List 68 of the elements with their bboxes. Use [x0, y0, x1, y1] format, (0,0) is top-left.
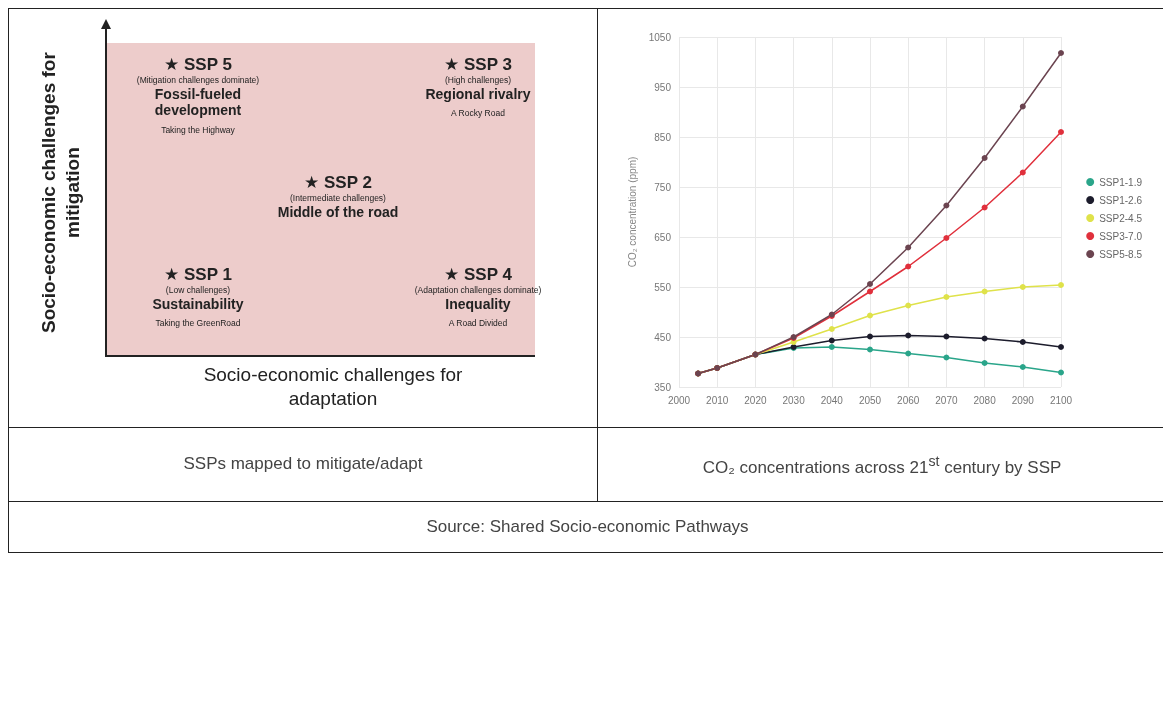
x-tick-label: 2040 — [820, 394, 844, 406]
point — [1019, 103, 1026, 110]
y-tick-label: 850 — [654, 131, 672, 143]
y-tick-label: 650 — [654, 231, 672, 243]
x-tick-label: 2020 — [744, 394, 767, 406]
y-tick-label: 450 — [654, 331, 672, 343]
x-tick-label: 2010 — [706, 394, 729, 406]
point — [1058, 369, 1064, 376]
point — [1019, 339, 1026, 345]
text: ★ SSP 1 (Low challenges) Sustainability Taking the GreenRoad — [151, 265, 245, 329]
text: Socio-economic challenges for mitigation — [37, 51, 84, 336]
point — [867, 281, 873, 287]
text: ★ SSP 2 (Intermediate challenges) Middle of the road — [276, 173, 400, 221]
legend-label: SSP3-7.0 — [1099, 230, 1143, 242]
legend-label: SSP2-4.5 — [1099, 212, 1143, 224]
x-tick-label: 2030 — [782, 394, 806, 406]
point — [905, 263, 912, 270]
y-tick-label: 750 — [654, 181, 672, 193]
point — [867, 333, 873, 340]
y-tick-label: 350 — [654, 381, 672, 393]
text: SSPs mapped to mitigate/adapt — [183, 454, 423, 474]
y-axis-title: CO₂ concentration (ppm) — [627, 156, 639, 268]
x-tick-label: 2080 — [973, 394, 997, 406]
point — [943, 333, 950, 340]
point — [1019, 364, 1026, 370]
point — [981, 288, 988, 295]
point — [867, 346, 873, 353]
text: CO₂ concentrations across 21$^{st}$ century by SSP — [702, 453, 1062, 477]
x-tick-label: 2090 — [1011, 394, 1035, 406]
point — [905, 244, 912, 251]
point — [943, 294, 950, 300]
point — [828, 344, 835, 350]
point — [981, 335, 988, 342]
x-tick-label: 2050 — [858, 394, 882, 406]
point — [1058, 129, 1064, 135]
legend-label: SSP5-8.5 — [1099, 248, 1143, 260]
point — [943, 202, 950, 209]
source-note: Source: Shared Socio-economic Pathways — [425, 515, 750, 538]
point — [981, 155, 988, 161]
text: Socio-economic challenges for adaptation — [202, 363, 464, 411]
legend-label: SSP1-2.6 — [1099, 194, 1143, 206]
y-tick-label: 550 — [654, 281, 672, 293]
text: ★ SSP 3 (High challenges) Regional rivalry A Rocky Road — [424, 55, 532, 119]
point — [828, 337, 835, 344]
x-tick-label: 2070 — [935, 394, 958, 406]
y-tick-label: 1050 — [648, 31, 672, 43]
y-tick-label: 950 — [654, 81, 672, 93]
point — [1058, 344, 1064, 350]
point — [828, 326, 835, 332]
point — [867, 312, 873, 319]
x-tick-label: 2060 — [897, 394, 920, 406]
point — [981, 360, 988, 366]
point — [943, 354, 950, 361]
point — [1058, 282, 1064, 288]
point — [1019, 284, 1026, 290]
point — [1058, 50, 1064, 56]
x-tick-label: 2100 — [1049, 394, 1073, 406]
point — [943, 235, 950, 241]
point — [905, 350, 912, 357]
point — [981, 204, 988, 211]
legend-label: SSP1-1.9 — [1099, 176, 1143, 188]
point — [905, 302, 912, 309]
x-tick-label: 2000 — [667, 394, 691, 406]
point — [867, 288, 873, 295]
text: ★ SSP 5 (Mitigation challenges dominate) Fossil-fueled development Taking the Highway — [135, 55, 261, 136]
point — [905, 332, 912, 339]
text: ★ SSP 4 (Adaptation challenges dominate) Inequality A Road Divided — [413, 265, 543, 329]
point — [1019, 169, 1026, 176]
